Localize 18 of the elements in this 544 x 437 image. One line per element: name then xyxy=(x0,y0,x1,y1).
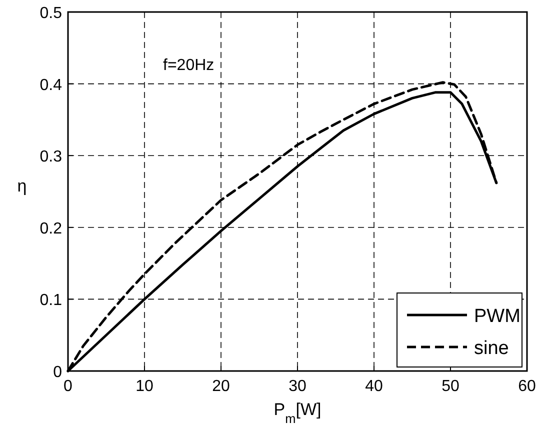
y-axis-title: η xyxy=(17,176,27,196)
x-tick-label: 40 xyxy=(365,378,383,395)
x-tick-label: 20 xyxy=(212,378,230,395)
y-tick-label: 0.1 xyxy=(40,292,62,310)
legend-label: sine xyxy=(474,338,509,359)
y-tick-label: 0 xyxy=(53,364,62,381)
y-tick-label: 0.5 xyxy=(40,5,62,22)
x-tick-label: 0 xyxy=(64,378,73,395)
y-tick-label: 0.3 xyxy=(40,148,62,166)
y-tick-label: 0.2 xyxy=(40,220,62,238)
x-tick-label: 10 xyxy=(136,378,154,395)
x-tick-label: 30 xyxy=(288,378,306,395)
annotation: f=20Hz xyxy=(163,57,214,74)
x-tick-label: 50 xyxy=(442,378,460,395)
x-axis-title: P$_{m}$[W] xyxy=(274,400,322,426)
y-tick-label: 0.4 xyxy=(40,76,62,94)
legend-label: PWM xyxy=(474,306,520,327)
x-tick-label: 60 xyxy=(518,378,536,395)
